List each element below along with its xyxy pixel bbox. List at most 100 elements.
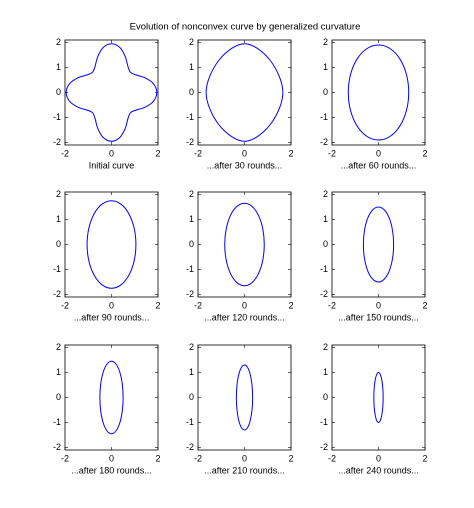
y-tick-label: -1 — [186, 264, 194, 274]
x-tick-label: 0 — [242, 300, 247, 310]
curve — [86, 200, 137, 289]
y-tick-label: 2 — [56, 189, 61, 199]
y-tick-label: 1 — [56, 367, 61, 377]
x-tick-label: 0 — [109, 453, 114, 463]
y-tick-label: 2 — [323, 342, 328, 352]
y-tick-label: 0 — [323, 239, 328, 249]
curve — [65, 43, 158, 142]
y-tick-label: 0 — [189, 239, 194, 249]
curve — [347, 44, 410, 141]
x-tick-label: -2 — [61, 300, 69, 310]
x-tick-label: 0 — [109, 300, 114, 310]
y-tick-label: -2 — [186, 137, 194, 147]
y-tick-label: -1 — [186, 417, 194, 427]
x-tick-label: -2 — [328, 453, 336, 463]
axes-frame — [331, 39, 426, 146]
x-tick-label: 0 — [242, 148, 247, 158]
x-axis-label: ...after 150 rounds... — [338, 312, 419, 322]
x-tick-label: 2 — [288, 148, 293, 158]
y-tick-label: -2 — [186, 442, 194, 452]
y-tick-label: 1 — [323, 214, 328, 224]
y-tick-label: 0 — [56, 392, 61, 402]
x-tick-label: -2 — [328, 148, 336, 158]
y-tick-label: -1 — [320, 112, 328, 122]
y-tick-label: 2 — [323, 37, 328, 47]
axes-frame — [331, 344, 426, 451]
x-axis-label: ...after 60 rounds... — [341, 160, 417, 170]
y-tick-label: -2 — [320, 289, 328, 299]
x-tick-label: -2 — [194, 300, 202, 310]
x-tick-label: -2 — [328, 300, 336, 310]
y-tick-label: 1 — [56, 214, 61, 224]
y-tick-label: -1 — [53, 112, 61, 122]
axes-frame — [64, 39, 159, 146]
y-tick-label: 1 — [189, 214, 194, 224]
curve — [373, 371, 384, 424]
axes-frame — [64, 191, 159, 298]
axes-frame — [331, 191, 426, 298]
x-axis-label: ...after 120 rounds... — [204, 312, 285, 322]
x-axis-label: Initial curve — [89, 160, 135, 170]
curve — [224, 202, 265, 287]
x-tick-label: 0 — [242, 453, 247, 463]
axes-frame — [197, 344, 292, 451]
y-tick-label: 0 — [189, 392, 194, 402]
x-tick-label: 0 — [109, 148, 114, 158]
y-tick-label: 2 — [189, 189, 194, 199]
y-tick-label: -2 — [53, 289, 61, 299]
x-tick-label: 2 — [422, 453, 427, 463]
y-tick-label: 0 — [189, 87, 194, 97]
y-tick-label: 2 — [56, 342, 61, 352]
y-tick-label: 0 — [323, 392, 328, 402]
y-tick-label: -1 — [186, 112, 194, 122]
y-tick-label: -2 — [320, 137, 328, 147]
y-tick-label: 1 — [323, 62, 328, 72]
y-tick-label: 1 — [323, 367, 328, 377]
curve — [205, 43, 284, 142]
curve — [362, 206, 395, 283]
x-tick-label: -2 — [61, 148, 69, 158]
y-tick-label: -1 — [53, 417, 61, 427]
y-tick-label: 1 — [56, 62, 61, 72]
x-axis-label: ...after 90 rounds... — [74, 312, 150, 322]
x-tick-label: 2 — [155, 300, 160, 310]
x-tick-label: 0 — [376, 148, 381, 158]
x-tick-label: 2 — [422, 300, 427, 310]
x-tick-label: -2 — [194, 453, 202, 463]
x-tick-label: 0 — [376, 453, 381, 463]
y-tick-label: -2 — [53, 137, 61, 147]
y-tick-label: 0 — [56, 239, 61, 249]
curve — [99, 360, 124, 435]
y-tick-label: 2 — [323, 189, 328, 199]
x-tick-label: 2 — [155, 453, 160, 463]
y-tick-label: 0 — [323, 87, 328, 97]
x-tick-label: -2 — [194, 148, 202, 158]
x-tick-label: -2 — [61, 453, 69, 463]
y-tick-label: 2 — [189, 37, 194, 47]
x-axis-label: ...after 240 rounds... — [338, 465, 419, 475]
x-tick-label: 2 — [422, 148, 427, 158]
y-tick-label: 2 — [56, 37, 61, 47]
y-tick-label: 1 — [189, 62, 194, 72]
x-axis-label: ...after 30 rounds... — [207, 160, 283, 170]
x-tick-label: 2 — [288, 300, 293, 310]
x-axis-label: ...after 180 rounds... — [71, 465, 152, 475]
y-tick-label: -2 — [186, 289, 194, 299]
figure-title: Evolution of nonconvex curve by generali… — [130, 22, 361, 33]
x-axis-label: ...after 210 rounds... — [204, 465, 285, 475]
y-tick-label: -2 — [320, 442, 328, 452]
y-tick-label: 0 — [56, 87, 61, 97]
y-tick-label: -1 — [320, 417, 328, 427]
axes-frame — [197, 39, 292, 146]
y-tick-label: -2 — [53, 442, 61, 452]
x-tick-label: 2 — [155, 148, 160, 158]
y-tick-label: 2 — [189, 342, 194, 352]
axes-frame — [197, 191, 292, 298]
y-tick-label: -1 — [320, 264, 328, 274]
y-tick-label: 1 — [189, 367, 194, 377]
y-tick-label: -1 — [53, 264, 61, 274]
x-tick-label: 2 — [288, 453, 293, 463]
curve — [235, 364, 254, 431]
x-tick-label: 0 — [376, 300, 381, 310]
